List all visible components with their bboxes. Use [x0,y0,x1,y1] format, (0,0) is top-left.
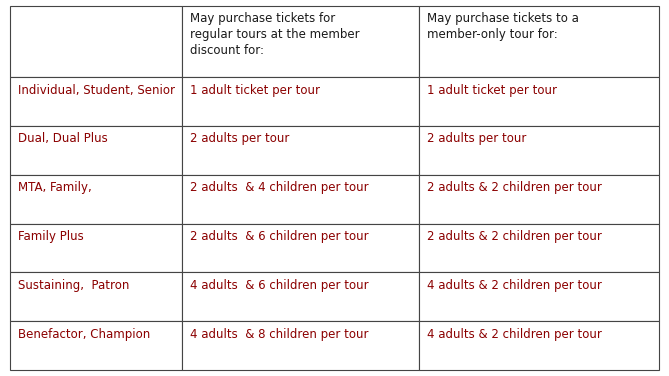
Bar [182,77,419,126]
Bar [419,6,659,77]
Text: 4 adults & 2 children per tour: 4 adults & 2 children per tour [427,279,601,292]
Bar [10,174,182,224]
Text: Benefactor, Champion: Benefactor, Champion [18,328,151,341]
Text: 4 adults & 2 children per tour: 4 adults & 2 children per tour [427,328,601,341]
Bar [419,321,659,370]
Text: 2 adults  & 4 children per tour: 2 adults & 4 children per tour [190,181,369,194]
Bar [10,77,182,126]
Bar [182,174,419,224]
Bar [419,273,659,321]
Bar [419,77,659,126]
Bar [10,321,182,370]
Bar [419,224,659,273]
Bar [10,273,182,321]
Text: 2 adults & 2 children per tour: 2 adults & 2 children per tour [427,181,601,194]
Bar [182,273,419,321]
Text: Sustaining,  Patron: Sustaining, Patron [18,279,129,292]
Text: 2 adults per tour: 2 adults per tour [427,132,527,146]
Bar [419,174,659,224]
Text: 2 adults & 2 children per tour: 2 adults & 2 children per tour [427,230,601,243]
Text: 1 adult ticket per tour: 1 adult ticket per tour [427,83,557,97]
Text: 2 adults per tour: 2 adults per tour [190,132,290,146]
Bar [10,6,182,77]
Bar [10,224,182,273]
Text: May purchase tickets to a
member-only tour for:: May purchase tickets to a member-only to… [427,12,579,41]
Text: MTA, Family,: MTA, Family, [18,181,92,194]
Bar [182,224,419,273]
Bar [419,126,659,174]
Bar [182,321,419,370]
Bar [182,126,419,174]
Text: 4 adults  & 8 children per tour: 4 adults & 8 children per tour [190,328,369,341]
Bar [182,6,419,77]
Text: Individual, Student, Senior: Individual, Student, Senior [18,83,175,97]
Text: 2 adults  & 6 children per tour: 2 adults & 6 children per tour [190,230,369,243]
Bar [10,126,182,174]
Text: Family Plus: Family Plus [18,230,84,243]
Text: May purchase tickets for
regular tours at the member
discount for:: May purchase tickets for regular tours a… [190,12,360,58]
Text: 1 adult ticket per tour: 1 adult ticket per tour [190,83,320,97]
Text: Dual, Dual Plus: Dual, Dual Plus [18,132,108,146]
Text: 4 adults  & 6 children per tour: 4 adults & 6 children per tour [190,279,369,292]
